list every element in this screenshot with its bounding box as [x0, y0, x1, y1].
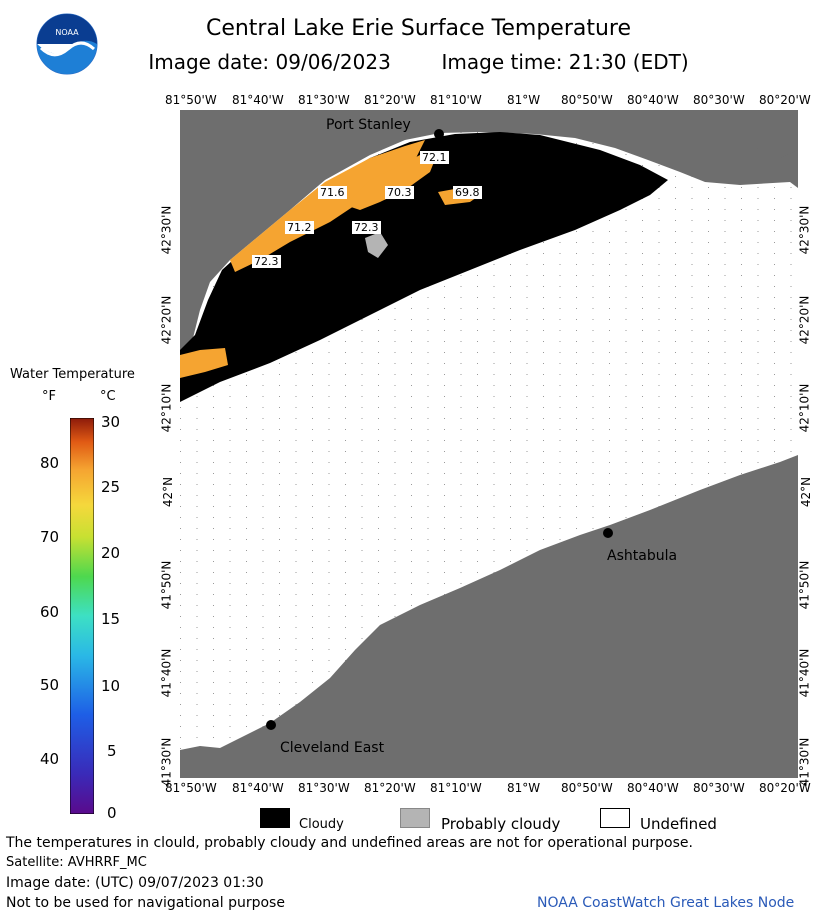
legend-tick-c: 20: [101, 544, 121, 562]
temperature-label: 71.6: [318, 186, 347, 199]
warm-water-patch-1: [345, 152, 438, 210]
longitude-tick-bottom: 81°40'W: [232, 781, 284, 795]
legend-unit-c: °C: [100, 389, 116, 404]
latitude-tick-left: 41°30'N: [159, 737, 174, 787]
latitude-tick-right: 42°20'N: [797, 295, 812, 345]
north-shore-land: [180, 110, 798, 360]
longitude-tick-bottom: 80°40'W: [627, 781, 679, 795]
utc-date-text: Image date: (UTC) 09/07/2023 01:30: [6, 875, 264, 891]
longitude-tick-bottom: 81°20'W: [364, 781, 416, 795]
subtitle-date: Image date: 09/06/2023: [148, 50, 391, 74]
legend-tick-c: 25: [101, 478, 121, 496]
temperature-label: 71.2: [285, 221, 314, 234]
page-title: Central Lake Erie Surface Temperature: [205, 16, 632, 41]
latitude-tick-right: 41°50'N: [797, 560, 812, 610]
ne-shore-land: [745, 110, 798, 165]
longitude-tick-bottom: 81°50'W: [165, 781, 217, 795]
latitude-tick-left: 42°20'N: [159, 295, 174, 345]
lake-map: [180, 110, 798, 778]
longitude-tick-bottom: 80°30'W: [693, 781, 745, 795]
latitude-tick-right: 42°N: [799, 476, 814, 508]
latitude-tick-right: 42°10'N: [797, 383, 812, 433]
legend-tick-f: 70: [40, 528, 60, 546]
legend-tick-c: 30: [101, 413, 121, 431]
longitude-tick-top: 81°20'W: [364, 93, 416, 107]
legend-tick-c: 15: [101, 610, 121, 628]
legend-tick-c: 0: [107, 804, 117, 822]
temperature-label: 72.1: [420, 151, 449, 164]
longitude-tick-bottom: 81°10'W: [430, 781, 482, 795]
latitude-tick-right: 41°30'N: [797, 737, 812, 787]
legend-tick-c: 10: [101, 677, 121, 695]
south-shore-land: [180, 455, 798, 778]
latitude-tick-left: 41°40'N: [159, 648, 174, 698]
cleveland-east-marker: [266, 720, 276, 730]
longitude-tick-top: 80°50'W: [561, 93, 613, 107]
legend-color-bar: [70, 418, 94, 814]
longitude-tick-top: 81°10'W: [430, 93, 482, 107]
legend-tick-f: 80: [40, 454, 60, 472]
longitude-tick-top: 80°40'W: [627, 93, 679, 107]
city-label: Port Stanley: [326, 117, 411, 133]
longitude-tick-top: 81°30'W: [298, 93, 350, 107]
longitude-tick-top: 80°30'W: [693, 93, 745, 107]
latitude-tick-left: 42°30'N: [159, 205, 174, 255]
subtitle-time: Image time: 21:30 (EDT): [441, 50, 689, 74]
longitude-tick-top: 81°50'W: [165, 93, 217, 107]
longitude-tick-bottom: 80°50'W: [561, 781, 613, 795]
legend-tick-f: 50: [40, 676, 60, 694]
latitude-tick-right: 41°40'N: [797, 648, 812, 698]
cloud-area: [180, 132, 668, 402]
navigation-warning: Not to be used for navigational purpose: [6, 895, 285, 911]
disclaimer-text: The temperatures in clould, probably clo…: [6, 835, 693, 851]
city-label: Ashtabula: [607, 548, 678, 564]
port-stanley-marker: [434, 129, 444, 139]
probably-cloudy-area: [365, 232, 388, 258]
credit-text: NOAA CoastWatch Great Lakes Node: [537, 895, 795, 911]
probably-cloudy-label: Probably cloudy: [441, 815, 561, 833]
longitude-tick-bottom: 80°20'W: [759, 781, 811, 795]
ashtabula-marker: [603, 528, 613, 538]
city-label: Cleveland East: [280, 740, 385, 756]
temperature-label: 72.3: [252, 255, 281, 268]
undefined-swatch: [600, 808, 630, 828]
page-subtitle: Image date: 09/06/2023 Image time: 21:30…: [0, 50, 837, 74]
longitude-tick-bottom: 81°30'W: [298, 781, 350, 795]
logo-text: NOAA: [55, 28, 79, 37]
warm-water-patch-3: [180, 348, 228, 378]
latitude-tick-right: 42°30'N: [797, 205, 812, 255]
legend-title: Water Temperature: [10, 367, 135, 382]
warm-water-area: [230, 140, 425, 272]
longitude-tick-top: 80°20'W: [759, 93, 811, 107]
satellite-text: Satellite: AVHRRF_MC: [6, 855, 147, 870]
legend-unit-f: °F: [42, 389, 56, 404]
temperature-label: 70.3: [385, 186, 414, 199]
temperature-label: 69.8: [453, 186, 482, 199]
longitude-tick-bottom: 81°W: [507, 781, 541, 795]
undefined-label: Undefined: [640, 815, 717, 833]
latitude-tick-left: 42°10'N: [159, 383, 174, 433]
legend-tick-c: 5: [107, 742, 117, 760]
latitude-tick-left: 42°N: [161, 476, 176, 508]
temperature-label: 72.3: [352, 221, 381, 234]
probably-cloudy-swatch: [400, 808, 430, 828]
legend-tick-f: 60: [40, 603, 60, 621]
cloudy-label: Cloudy: [299, 817, 344, 832]
latitude-tick-left: 41°50'N: [159, 560, 174, 610]
noaa-logo: NOAA: [36, 13, 98, 75]
legend-tick-f: 40: [40, 750, 60, 768]
cloudy-swatch: [260, 808, 290, 828]
longitude-tick-top: 81°40'W: [232, 93, 284, 107]
longitude-tick-top: 81°W: [507, 93, 541, 107]
